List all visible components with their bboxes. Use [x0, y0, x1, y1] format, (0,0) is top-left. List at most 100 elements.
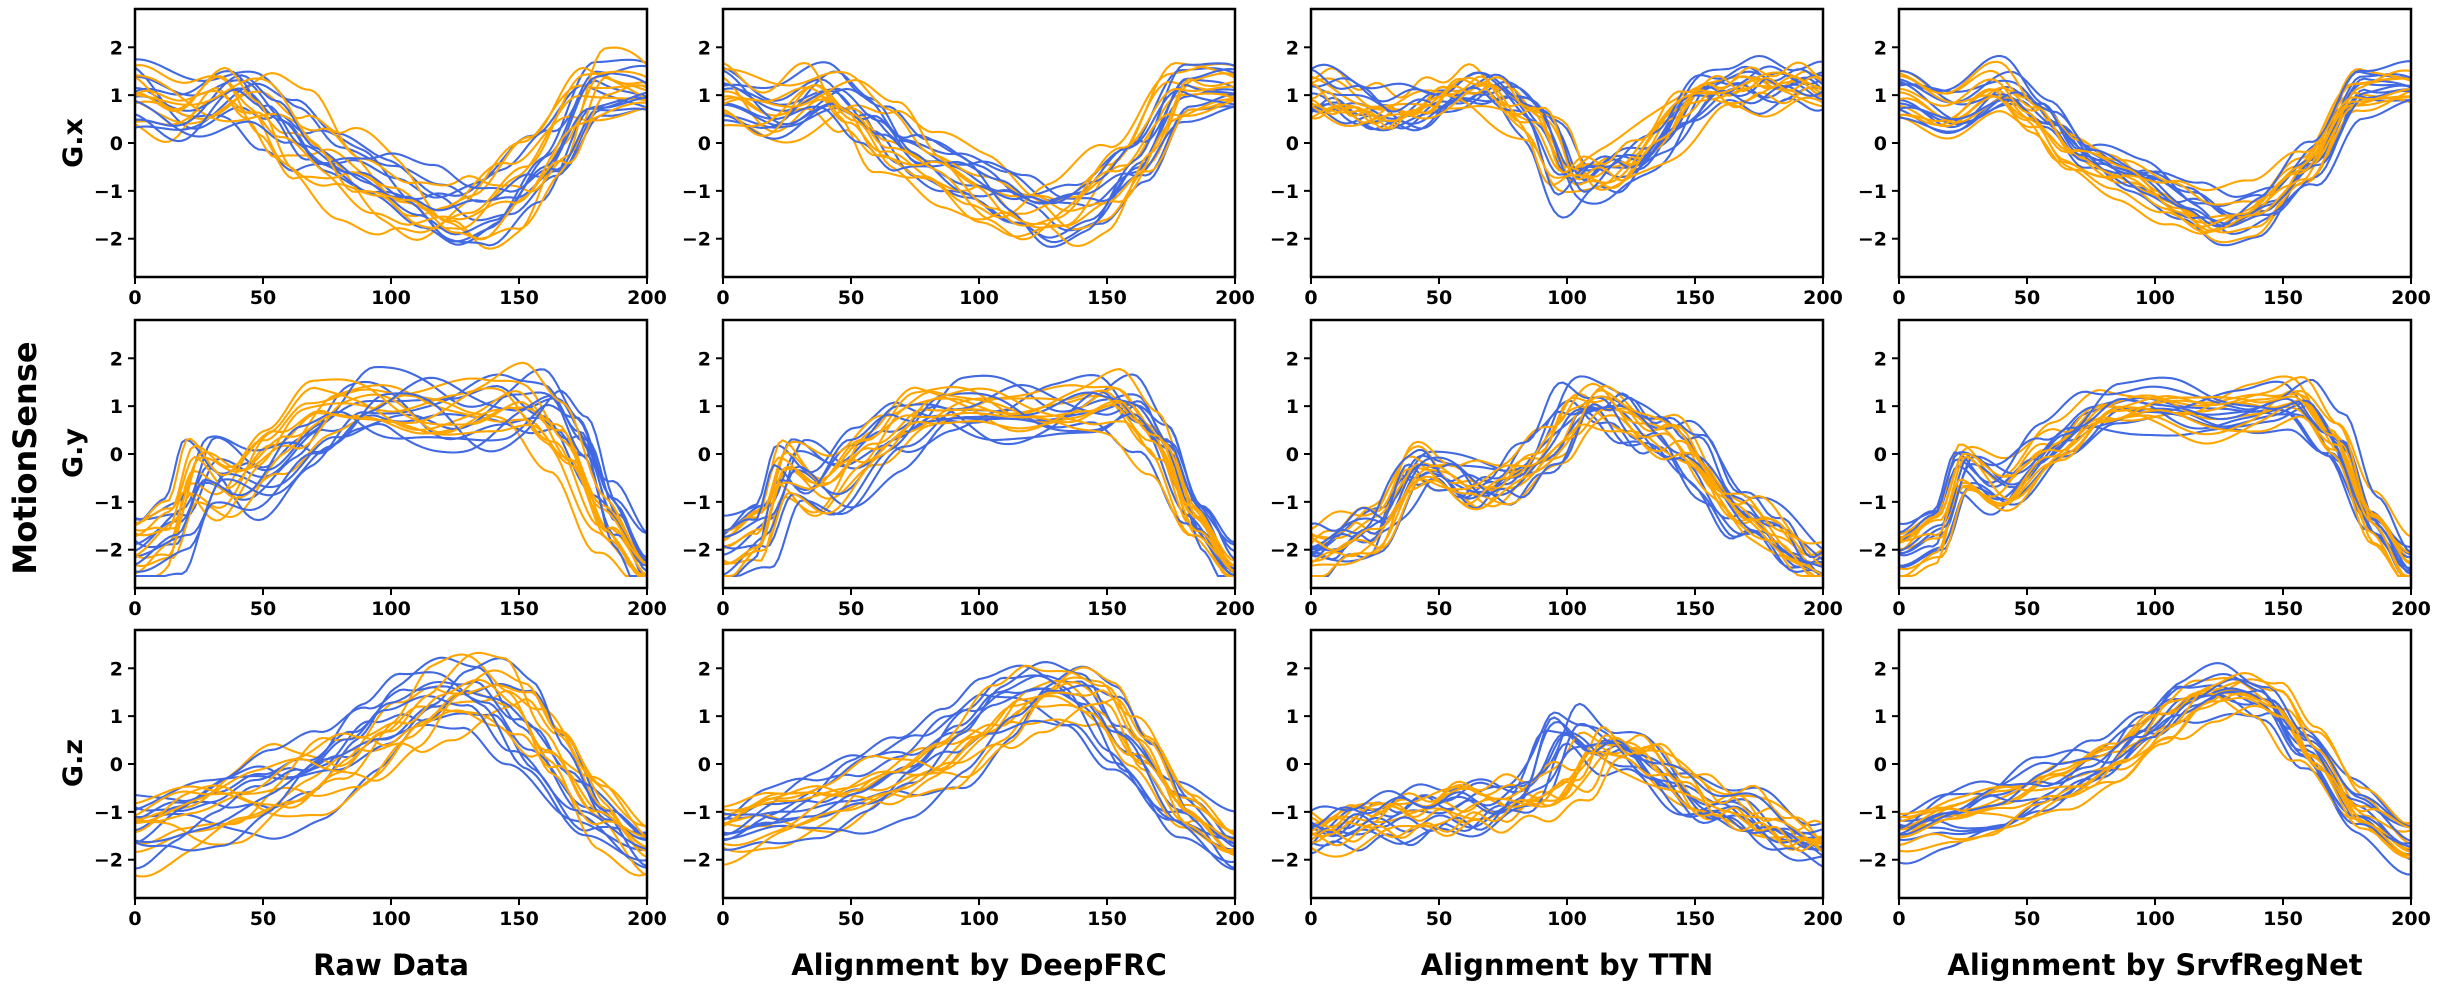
- x-tick-label: 50: [838, 598, 864, 620]
- panel-gy-deepfrc: 0 50 100 150 200 −2 −1 0 1 2: [682, 318, 1255, 620]
- y-tick-label: −1: [682, 492, 711, 514]
- x-tick-label: 150: [1087, 598, 1127, 620]
- x-tick-label: 150: [1675, 287, 1715, 309]
- blue-series-line-8: [1899, 89, 2411, 225]
- orange-series-line-5: [723, 679, 1235, 857]
- y-tick-label: 0: [1286, 444, 1299, 466]
- y-tick-label: 0: [1286, 754, 1299, 776]
- x-tick-label: 50: [250, 287, 276, 309]
- y-tick-label: 2: [1286, 348, 1299, 370]
- y-tick-label: 1: [698, 706, 711, 728]
- panel-gx-srvf: 0 50 100 150 200 −2 −1 0 1 2: [1858, 7, 2431, 309]
- y-tick-label: −2: [1858, 540, 1887, 562]
- orange-series-line-9: [723, 387, 1235, 572]
- orange-series-line-9: [135, 66, 647, 236]
- orange-series-line-9: [1311, 755, 1823, 854]
- orange-series-line-6: [1899, 409, 2411, 564]
- y-tick-label: −2: [94, 540, 123, 562]
- x-tick-label: 150: [2263, 598, 2303, 620]
- y-tick-label: 2: [1874, 658, 1887, 680]
- orange-series-line-1: [1311, 392, 1823, 568]
- blue-series-line-8: [135, 389, 647, 573]
- x-tick-label: 150: [1087, 908, 1127, 930]
- x-tick-label: 100: [1547, 287, 1587, 309]
- blue-series-line-5: [1311, 731, 1823, 851]
- x-tick-label: 200: [627, 908, 667, 930]
- y-tick-label: 0: [1874, 133, 1887, 155]
- blue-series-line-8: [135, 96, 647, 193]
- y-tick-label: 2: [110, 37, 123, 59]
- orange-series-line-10: [135, 684, 647, 859]
- y-tick-label: −1: [682, 802, 711, 824]
- series-lines: [1899, 375, 2411, 578]
- orange-series-line-6: [135, 89, 647, 226]
- x-tick-label: 50: [838, 287, 864, 309]
- orange-series-line-3: [1899, 78, 2411, 228]
- row-label-gz: G.z: [58, 739, 89, 787]
- blue-series-line-10: [1899, 424, 2411, 556]
- y-tick-label: −1: [1270, 492, 1299, 514]
- x-tick-label: 100: [959, 908, 999, 930]
- plot-frame: [1309, 7, 1825, 279]
- x-tick-label: 0: [1892, 598, 1905, 620]
- panel-gx-ttn: 0 50 100 150 200 −2 −1 0 1 2: [1270, 7, 1843, 309]
- orange-series-line-3: [135, 651, 647, 849]
- orange-series-line-9: [135, 413, 647, 578]
- y-tick-label: 0: [698, 444, 711, 466]
- x-tick-label: 100: [371, 287, 411, 309]
- blue-series-line-2: [135, 403, 647, 566]
- y-tick-label: −2: [1270, 540, 1299, 562]
- blue-series-line-8: [1311, 381, 1823, 576]
- y-tick-label: −1: [1858, 802, 1887, 824]
- column-title-deepfrc: Alignment by DeepFRC: [791, 948, 1167, 982]
- x-tick-label: 150: [499, 908, 539, 930]
- blue-series-line-5: [135, 376, 647, 578]
- orange-series-line-6: [1899, 74, 2411, 192]
- blue-series-line-2: [1311, 65, 1823, 196]
- panel-gy-srvf: 0 50 100 150 200 −2 −1 0 1 2: [1858, 318, 2431, 620]
- blue-series-line-3: [723, 664, 1235, 840]
- y-tick-label: −1: [1858, 492, 1887, 514]
- row-label-gx: G.x: [58, 118, 89, 168]
- x-tick-label: 0: [716, 908, 729, 930]
- blue-series-line-8: [723, 81, 1235, 205]
- orange-series-line-4: [723, 676, 1235, 834]
- x-tick-label: 200: [2391, 287, 2431, 309]
- y-tick-label: 1: [110, 396, 123, 418]
- series-lines: [1899, 55, 2411, 247]
- y-tick-label: 0: [1874, 754, 1887, 776]
- x-tick-label: 0: [128, 598, 141, 620]
- x-tick-label: 200: [1215, 598, 1255, 620]
- series-lines: [723, 368, 1235, 578]
- blue-series-line-7: [135, 656, 647, 869]
- row-label-gy: G.y: [58, 428, 89, 478]
- x-tick-label: 200: [1803, 287, 1843, 309]
- x-tick-label: 100: [1547, 598, 1587, 620]
- blue-series-line-8: [135, 671, 647, 862]
- x-tick-label: 0: [716, 287, 729, 309]
- y-tick-label: −1: [1270, 802, 1299, 824]
- blue-series-line-2: [723, 392, 1235, 553]
- orange-series-line-2: [135, 689, 647, 828]
- orange-series-line-9: [1899, 60, 2411, 233]
- blue-series-line-10: [723, 87, 1235, 232]
- orange-series-line-6: [1311, 423, 1823, 552]
- series-lines: [135, 651, 647, 878]
- y-tick-label: 1: [1286, 396, 1299, 418]
- dataset-label: MotionSense: [6, 341, 44, 574]
- y-tick-label: 0: [1874, 444, 1887, 466]
- orange-series-line-10: [1311, 739, 1823, 844]
- x-tick-label: 50: [1426, 287, 1452, 309]
- orange-series-line-3: [1311, 71, 1823, 184]
- column-title-srvfregnet: Alignment by SrvfRegNet: [1947, 948, 2362, 982]
- y-tick-label: −1: [94, 181, 123, 203]
- orange-series-line-4: [135, 386, 647, 565]
- y-tick-label: 1: [1874, 706, 1887, 728]
- x-tick-label: 200: [627, 287, 667, 309]
- series-lines: [723, 661, 1235, 871]
- x-tick-label: 50: [838, 908, 864, 930]
- orange-series-line-5: [135, 401, 647, 575]
- y-tick-label: 2: [698, 348, 711, 370]
- orange-series-line-6: [723, 664, 1235, 852]
